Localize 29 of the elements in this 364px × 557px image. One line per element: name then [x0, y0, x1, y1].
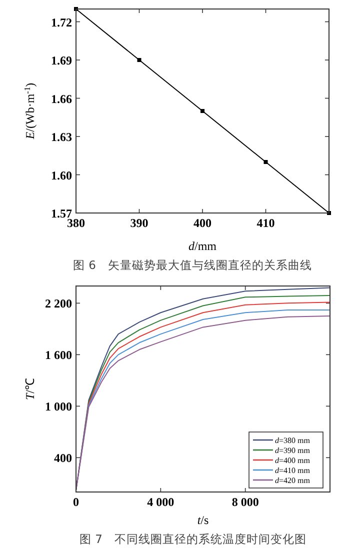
y-tick-label: 1 600 [45, 348, 72, 362]
y-tick-label: 1.72 [51, 15, 72, 30]
y-tick-label: 1 000 [45, 400, 72, 414]
y-axis-title: T/℃ [23, 378, 37, 400]
y-tick-label: 1.69 [51, 54, 72, 68]
legend-label: d=410 mm [275, 466, 311, 475]
legend-label: d=420 mm [275, 476, 311, 485]
x-tick-label: 4 000 [147, 495, 174, 509]
y-tick-label: 1.63 [51, 130, 72, 144]
x-tick-label: 410 [256, 216, 275, 230]
y-tick-label: 1.60 [51, 168, 72, 182]
y-tick-label: 2 200 [45, 296, 72, 311]
point [264, 160, 268, 164]
x-tick-label: 390 [130, 216, 148, 230]
point [200, 109, 204, 113]
line-series [74, 7, 331, 215]
legend-label: d=400 mm [275, 456, 311, 465]
y-tick-label: 400 [54, 451, 72, 466]
caption: 图 6 矢量磁势最大值与线圈直径的关系曲线 [73, 258, 312, 272]
x-axis-title: t/s [197, 513, 209, 527]
legend-label: d=380 mm [275, 436, 311, 445]
x-tick-label: 8 000 [232, 495, 259, 509]
y-tick-label: 1.66 [51, 92, 72, 106]
point [137, 58, 142, 62]
x-axis-title: d/mm [188, 239, 218, 253]
x-tick-label: 0 [73, 495, 79, 509]
caption: 图 7 不同线圈直径的系统温度时间变化图 [80, 532, 306, 546]
legend-label: d=390 mm [275, 446, 311, 455]
x-tick-label: 400 [194, 216, 212, 230]
